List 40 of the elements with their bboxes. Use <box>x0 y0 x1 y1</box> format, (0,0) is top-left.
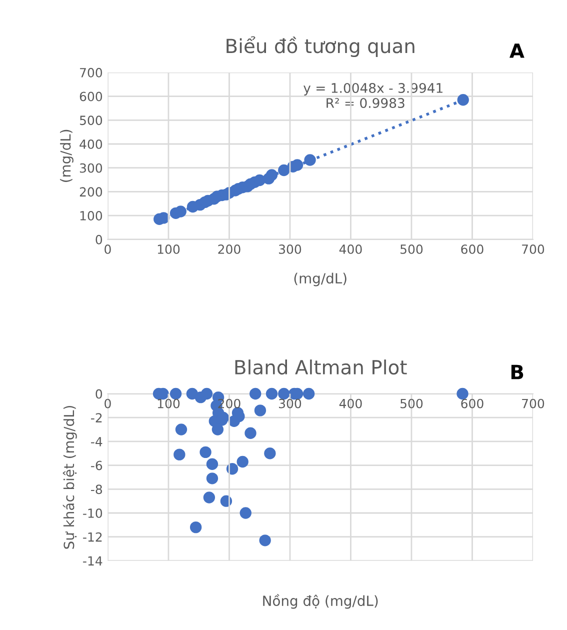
x-tick-label: 100 <box>158 244 180 254</box>
x-axis-title: Nồng độ (mg/dL) <box>263 594 378 609</box>
y-tick-label: -2 <box>91 413 102 422</box>
y-tick-label: 0 <box>96 389 102 399</box>
y-tick-label: 500 <box>80 116 102 126</box>
y-axis-title: (mg/dL) <box>60 130 74 182</box>
x-tick-label: 0 <box>104 244 111 254</box>
x-tick-label: 600 <box>461 244 484 254</box>
text: A <box>510 44 524 58</box>
y-tick-label: 300 <box>80 163 102 173</box>
x-tick-label: 300 <box>279 244 302 254</box>
x-tick-label: 400 <box>339 244 362 254</box>
x-tick-label: 700 <box>522 244 544 254</box>
x-tick-label: 600 <box>461 398 484 408</box>
y-tick-label: 700 <box>80 68 102 78</box>
text: B <box>511 364 524 380</box>
x-tick-label: 0 <box>104 398 111 408</box>
y-tick-label: 100 <box>80 211 102 220</box>
y-tick-label: -12 <box>83 532 102 542</box>
y-tick-label: -14 <box>83 556 102 566</box>
chart-title: Biểu đồ tương quan <box>226 36 414 58</box>
x-axis-title: (mg/dL) <box>294 272 346 286</box>
x-tick-label: 200 <box>218 244 240 254</box>
x-tick-label: 700 <box>522 398 544 408</box>
y-tick-label: -8 <box>91 484 102 494</box>
y-tick-label: -6 <box>91 460 102 470</box>
y-tick-label: -10 <box>83 508 102 518</box>
x-tick-label: 300 <box>279 398 302 408</box>
annotation: y = 1.0048x - 3.9941 <box>304 82 442 96</box>
y-tick-label: -4 <box>91 437 102 446</box>
x-tick-label: 400 <box>339 398 362 408</box>
y-tick-label: 0 <box>96 234 102 244</box>
y-axis-title: Sự khác biệt (mg/dL) <box>62 406 77 549</box>
x-tick-label: 500 <box>400 244 423 254</box>
x-tick-label: 500 <box>400 398 423 408</box>
y-tick-label: 200 <box>80 187 102 197</box>
y-tick-label: 400 <box>80 139 102 149</box>
chart-title: Bland Altman Plot <box>235 360 407 375</box>
x-tick-label: 100 <box>158 398 180 408</box>
y-tick-label: 600 <box>80 92 102 102</box>
